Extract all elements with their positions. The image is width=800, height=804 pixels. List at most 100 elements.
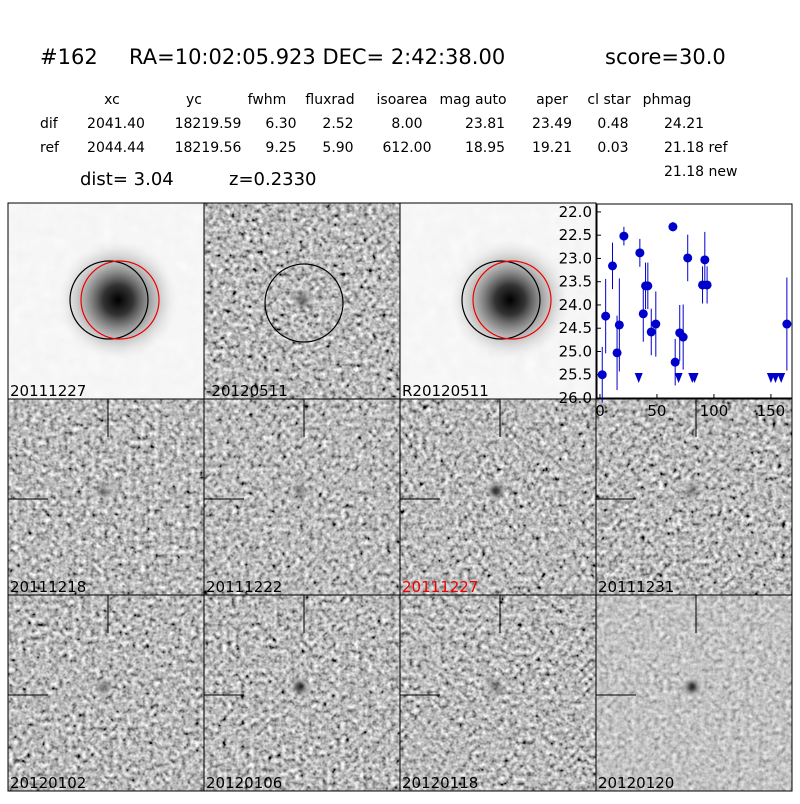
point [643,281,653,291]
source [288,675,312,699]
point [651,319,661,329]
source [92,675,116,699]
table-cell: 21.18 ref [664,140,729,156]
new-mag: 21.18 new [664,164,737,180]
x-tick-label: 0 [595,402,605,420]
y-tick-label: 24.0 [559,296,592,314]
point [646,327,656,337]
distance: dist= 3.04 [80,169,174,190]
point [700,255,710,265]
point [638,309,648,319]
source [288,286,316,314]
table-cell: 9.25 [265,140,296,156]
candidate-id: #162 [40,45,98,69]
table-cell: 2044.44 [87,140,145,156]
x-tick-label: 100 [700,402,729,420]
table-cell: 0.03 [597,140,628,156]
column-header: aper [536,92,568,108]
aperture [264,263,344,343]
light-curve: 22.0 22.5 23.0 23.5 24.0 24.5 25.0 25.5 26.00 50 1… [559,203,793,420]
table-cell: 2041.40 [87,116,145,132]
point [782,319,792,329]
y-tick-label: 22.5 [559,226,592,244]
panel-label: 20120106 [206,774,282,792]
upper-limit [674,372,683,383]
aperture-ref [472,260,552,340]
point [614,320,624,330]
point [702,280,712,290]
panel-border [595,594,793,792]
table-cell: 24.21 [664,116,704,132]
table-cell: 18.95 [465,140,505,156]
upper-limit [690,372,699,383]
source [680,675,704,699]
point [601,311,611,321]
column-header: phmag [643,92,692,108]
column-header: xc [104,92,120,108]
plot-area [596,203,793,399]
panel-label: 20120118 [402,774,478,792]
source [484,675,508,699]
y-tick-label: 22.0 [559,203,592,221]
coordinates: RA=10:02:05.923 DEC= 2:42:38.00 [129,45,505,69]
table-cell: ref [40,140,60,156]
column-header: yc [186,92,202,108]
panel-label: 20120102 [10,774,86,792]
panel-label: 20111218 [10,578,86,596]
y-tick-label: 25.5 [559,366,592,384]
panel-label: -20120511 [206,382,288,400]
column-header: mag auto [439,92,506,108]
upper-limit [634,372,643,383]
source [680,479,704,503]
panels: 20111227 -20120511 R20120511 20111218 201112… [7,202,793,792]
point [597,370,607,380]
column-header: isoarea [377,92,428,108]
redshift: z=0.2330 [229,169,317,190]
x-tick-label: 150 [757,402,786,420]
table-cell: 5.90 [322,140,353,156]
galaxy [450,240,570,360]
y-tick-label: 23.0 [559,249,592,267]
aperture [69,260,149,340]
source [484,479,508,503]
source [92,479,116,503]
point [619,231,629,241]
table-cell: 2.52 [322,116,353,132]
table-cell: dif [40,116,59,132]
column-header: fwhm [248,92,287,108]
point [607,261,617,271]
score: score=30.0 [605,45,726,69]
aperture-ref [80,260,160,340]
table-cell: 8.00 [391,116,422,132]
galaxy [58,240,178,360]
panel-label: 20111227 [10,382,86,400]
table-cell: 18219.59 [175,116,242,132]
table-cell: 19.21 [532,140,572,156]
table-cell: 18219.56 [175,140,242,156]
point [612,348,622,358]
upper-limit [771,372,780,383]
point [670,357,680,367]
y-tick-label: 23.5 [559,273,592,291]
x-tick-label: 50 [647,402,666,420]
table-cell: 6.30 [265,116,296,132]
panel-label: 20111222 [206,578,282,596]
y-tick-label: 26.0 [559,389,592,407]
panel-label: 20111231 [598,578,674,596]
y-tick-label: 25.0 [559,342,592,360]
column-header: cl star [587,92,630,108]
column-header: fluxrad [305,92,354,108]
source [288,479,312,503]
table-cell: 23.49 [532,116,572,132]
point [683,253,693,263]
y-tick-label: 24.5 [559,319,592,337]
panel-label: 20120120 [598,774,674,792]
panel-label: 20111227 [402,578,478,596]
table-cell: 0.48 [597,116,628,132]
aperture [461,260,541,340]
upper-limit [777,372,786,383]
point [668,222,678,232]
panel-label: R20120511 [402,382,489,400]
table-cell: 23.81 [465,116,505,132]
